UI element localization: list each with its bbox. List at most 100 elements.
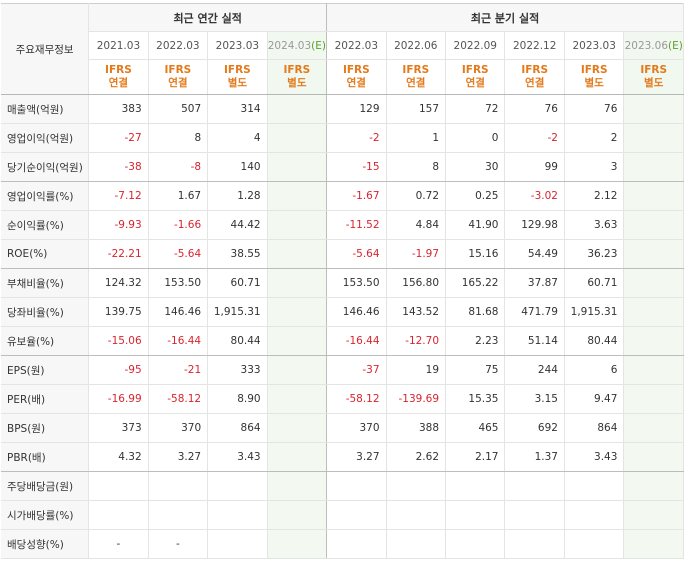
annual-period-2: 2023.03 <box>207 31 268 60</box>
table-cell <box>386 471 447 501</box>
annual-basis-1: IFRS 연결 <box>148 59 209 95</box>
row-header-label: 주요재무정보 <box>1 3 90 95</box>
table-cell <box>623 500 684 530</box>
table-cell <box>623 239 684 269</box>
table-cell: -27 <box>88 123 149 153</box>
table-cell: 1 <box>386 123 447 153</box>
table-cell: 80.44 <box>564 326 625 356</box>
basis-scope: 연결 <box>168 77 188 89</box>
table-cell: 30 <box>445 152 506 182</box>
table-cell: 4.32 <box>88 442 149 472</box>
quarter-period-5-text: 2023.06 <box>624 39 668 52</box>
row-label: 영업이익(억원) <box>1 123 90 153</box>
table-cell: 1.67 <box>148 181 209 211</box>
table-row: 순이익률(%) -9.93 -1.66 44.42 -11.52 4.84 41.90 129… <box>1 210 684 240</box>
table-cell <box>623 181 684 211</box>
quarter-period-1-text: 2022.06 <box>394 39 438 52</box>
table-row: ROE(%) -22.21 -5.64 38.55 -5.64 -1.97 15.16 54.… <box>1 239 684 269</box>
annual-period-2-text: 2023.03 <box>215 39 260 52</box>
table-cell: -38 <box>88 152 149 182</box>
table-cell: 3.43 <box>564 442 625 472</box>
table-cell <box>504 471 565 501</box>
table-cell: -5.64 <box>148 239 209 269</box>
table-row: 유보율(%) -15.06 -16.44 80.44 -16.44 -12.70 2.23 5… <box>1 326 684 356</box>
basis-standard: IFRS <box>521 64 549 76</box>
basis-scope: 별도 <box>287 77 307 89</box>
table-cell: -11.52 <box>326 210 387 240</box>
basis-scope: 별도 <box>584 77 604 89</box>
table-cell <box>326 471 387 501</box>
table-cell <box>445 500 506 530</box>
annual-period-1-text: 2022.03 <box>156 39 200 52</box>
annual-period-1: 2022.03 <box>148 31 209 60</box>
table-cell: -22.21 <box>88 239 149 269</box>
basis-standard: IFRS <box>164 64 192 76</box>
table-cell <box>623 152 684 182</box>
basis-standard: IFRS <box>105 64 132 76</box>
basis-standard: IFRS <box>580 64 608 76</box>
table-cell: 99 <box>504 152 565 182</box>
table-cell <box>386 529 447 559</box>
table-cell: 373 <box>88 413 149 443</box>
table-cell: 333 <box>207 355 268 385</box>
table-cell: 2.17 <box>445 442 506 472</box>
table-cell: -1.66 <box>148 210 209 240</box>
table-cell: -37 <box>326 355 387 385</box>
table-cell: -7.12 <box>88 181 149 211</box>
table-cell <box>623 326 684 356</box>
quarter-basis-0: IFRS 연결 <box>326 59 387 95</box>
row-label: 매출액(억원) <box>1 94 90 124</box>
table-cell: -139.69 <box>386 384 447 414</box>
table-cell: 9.47 <box>564 384 625 414</box>
quarter-period-3-text: 2022.12 <box>513 39 557 52</box>
table-cell: 76 <box>564 94 625 124</box>
table-cell: 76 <box>504 94 565 124</box>
row-label: 유보율(%) <box>1 326 90 356</box>
quarter-period-5: 2023.06(E) <box>623 31 684 60</box>
table-cell: 4 <box>207 123 268 153</box>
table-cell: - <box>148 529 209 559</box>
table-cell: -58.12 <box>148 384 209 414</box>
table-cell: 3.43 <box>207 442 268 472</box>
table-row: 부채비율(%) 124.32 153.50 60.71 153.50 156.80 165.… <box>1 268 684 298</box>
table-cell <box>267 326 328 356</box>
table-row: BPS(원) 373 370 864 370 388 465 692 864 <box>1 413 684 443</box>
table-cell: 314 <box>207 94 268 124</box>
table-cell <box>267 355 328 385</box>
basis-standard: IFRS <box>223 64 251 76</box>
table-cell: -15 <box>326 152 387 182</box>
table-cell: 1,915.31 <box>564 297 625 327</box>
table-cell: 3 <box>564 152 625 182</box>
quarter-period-2: 2022.09 <box>445 31 506 60</box>
quarter-period-0-text: 2022.03 <box>334 39 379 52</box>
table-cell: 153.50 <box>326 268 387 298</box>
quarter-period-2-text: 2022.09 <box>453 39 497 52</box>
table-cell <box>623 355 684 385</box>
row-label: 순이익률(%) <box>1 210 90 240</box>
table-cell: 388 <box>386 413 447 443</box>
table-cell <box>445 529 506 559</box>
table-cell <box>267 471 328 501</box>
row-label: 당기순이익(억원) <box>1 152 90 182</box>
table-cell: 3.15 <box>504 384 565 414</box>
quarter-section-title: 최근 분기 실적 <box>326 3 684 32</box>
table-cell: -1.67 <box>326 181 387 211</box>
table-row: PER(배) -16.99 -58.12 8.90 -58.12 -139.69 15.35… <box>1 384 684 414</box>
table-cell: -3.02 <box>504 181 565 211</box>
row-label: 주당배당금(원) <box>1 471 90 501</box>
row-label: 배당성향(%) <box>1 529 90 559</box>
basis-standard: IFRS <box>342 64 370 76</box>
table-row: 당기순이익(억원) -38 -8 140 -15 8 30 99 3 <box>1 152 684 182</box>
table-cell <box>564 500 625 530</box>
annual-period-0-text: 2021.03 <box>96 39 141 52</box>
annual-section-title: 최근 연간 실적 <box>88 3 328 32</box>
basis-standard: IFRS <box>461 64 489 76</box>
table-row: PBR(배) 4.32 3.27 3.43 3.27 2.62 2.17 1.37 3.43 <box>1 442 684 472</box>
row-label: 시가배당률(%) <box>1 500 90 530</box>
table-cell: 4.84 <box>386 210 447 240</box>
table-cell: -58.12 <box>326 384 387 414</box>
table-cell <box>267 181 328 211</box>
annual-period-3: 2024.03(E) <box>267 31 328 60</box>
table-cell <box>207 500 268 530</box>
